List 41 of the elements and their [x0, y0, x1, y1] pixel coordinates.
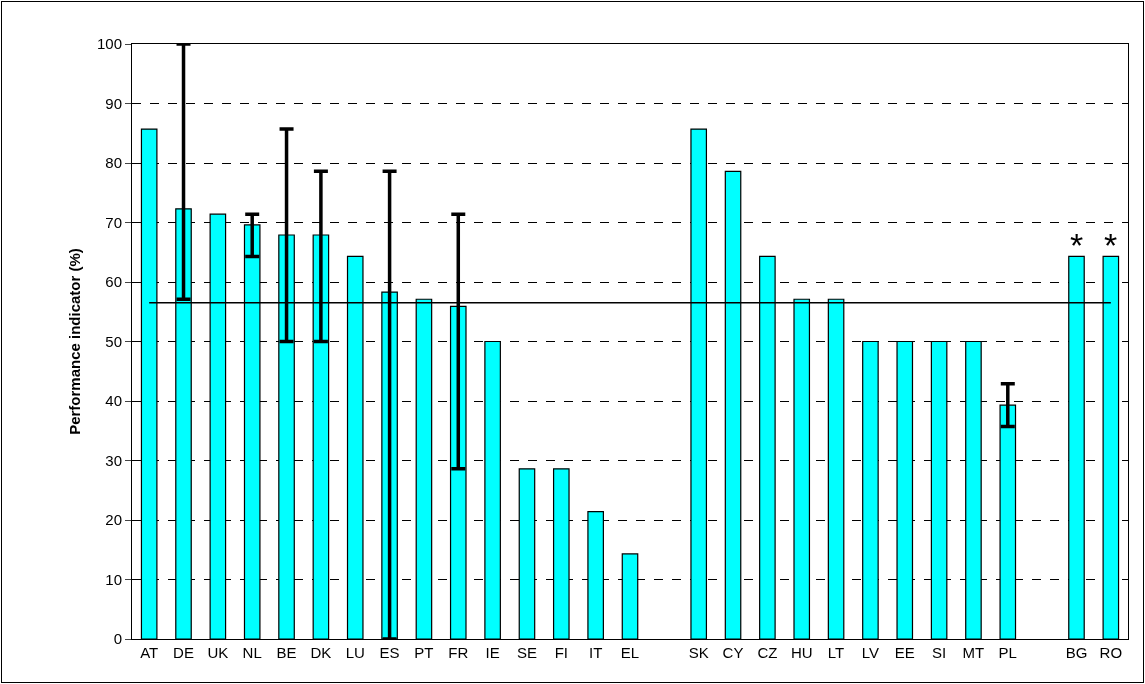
- y-tick-label: 40: [105, 392, 122, 410]
- x-tick-label: EE: [894, 644, 915, 661]
- x-tick-label: BG: [1065, 644, 1088, 661]
- y-tick-label: 100: [96, 35, 122, 53]
- x-tick-label: MT: [962, 644, 985, 661]
- x-tick-label: LV: [861, 644, 880, 661]
- x-tick-label: FR: [448, 644, 469, 661]
- x-tick-label: PT: [414, 644, 434, 661]
- y-axis-title: Performance indicator (%): [66, 248, 84, 435]
- x-tick-label: SI: [932, 644, 947, 661]
- x-tick-label: UK: [207, 644, 229, 661]
- x-tick-label: SK: [688, 644, 709, 661]
- x-tick-label: CZ: [757, 644, 778, 661]
- y-tick-label: 30: [105, 451, 122, 469]
- x-tick-label: RO: [1099, 644, 1123, 661]
- y-tick-label: 20: [105, 511, 122, 529]
- y-tick-label: 90: [105, 94, 122, 112]
- x-tick-label: ES: [379, 644, 400, 661]
- annotation: *: [1104, 226, 1118, 264]
- x-tick-label: LT: [827, 644, 845, 661]
- x-tick-label: PL: [998, 644, 1017, 661]
- x-tick-label: SE: [516, 644, 537, 661]
- x-tick-label: DK: [310, 644, 332, 661]
- y-tick-label: 60: [105, 273, 122, 291]
- x-tick-label: HU: [790, 644, 813, 661]
- x-tick-label: BE: [276, 644, 297, 661]
- x-tick-label: EL: [620, 644, 640, 661]
- x-tick-label: NL: [242, 644, 262, 661]
- y-tick-label: 10: [105, 570, 122, 588]
- x-tick-label: DE: [173, 644, 194, 661]
- y-tick-label: 50: [105, 332, 122, 350]
- x-tick-label: IT: [588, 644, 603, 661]
- y-tick-label: 70: [105, 213, 122, 231]
- x-tick-label: AT: [140, 644, 159, 661]
- x-tick-label: CY: [722, 644, 744, 661]
- y-tick-label: 80: [105, 154, 122, 172]
- y-tick-label: 0: [113, 630, 122, 648]
- annotation: *: [1070, 226, 1084, 264]
- x-tick-label: LU: [345, 644, 365, 661]
- x-tick-label: IE: [485, 644, 500, 661]
- x-tick-label: FI: [554, 644, 568, 661]
